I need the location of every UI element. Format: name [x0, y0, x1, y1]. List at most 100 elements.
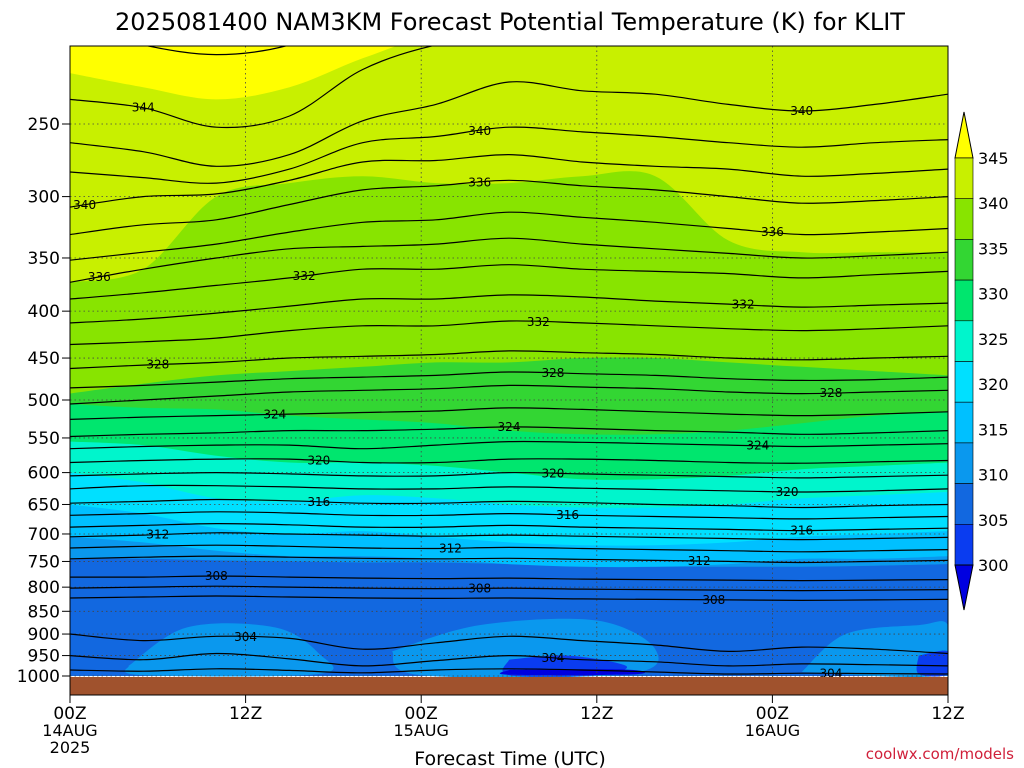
x-tick-date: 16AUG	[745, 721, 800, 740]
colorbar-label: 320	[978, 375, 1009, 394]
chart-title: 2025081400 NAM3KM Forecast Potential Tem…	[115, 8, 905, 36]
contour-label: 320	[307, 453, 330, 467]
y-tick-label: 950	[28, 647, 60, 667]
contour-label: 312	[146, 528, 169, 542]
contour-line	[70, 595, 948, 602]
contour-label: 324	[498, 420, 521, 434]
contour-label: 320	[776, 485, 799, 499]
contour-label: 328	[146, 358, 169, 372]
contour-line	[70, 320, 948, 346]
y-tick-label: 600	[28, 464, 60, 484]
contour-label: 304	[234, 630, 257, 644]
colorbar-label: 340	[978, 194, 1009, 213]
contour-label: 304	[541, 651, 564, 665]
contour-line	[70, 153, 948, 208]
contour-line	[70, 371, 948, 389]
contour-label: 308	[468, 581, 491, 595]
contour-label: 340	[790, 104, 813, 118]
colorbar-segment	[954, 361, 974, 403]
contour-label: 340	[468, 124, 491, 138]
fill-band	[70, 46, 397, 100]
contour-label: 324	[263, 407, 286, 421]
x-tick-year: 2025	[50, 738, 91, 757]
contour-label: 336	[761, 225, 784, 239]
y-tick-label: 550	[28, 429, 60, 449]
credit-link[interactable]: coolwx.com/models	[866, 745, 1014, 763]
colorbar-top-arrow	[954, 111, 974, 159]
colorbar-label: 330	[978, 285, 1009, 304]
y-tick-label: 350	[28, 249, 60, 269]
contour-line	[70, 384, 948, 405]
x-tick-label: 12Z	[931, 704, 964, 724]
x-tick-date: 15AUG	[393, 721, 448, 740]
y-tick-label: 650	[28, 495, 60, 515]
y-tick-label: 400	[28, 302, 60, 322]
x-tick-label: 00Z	[756, 704, 789, 724]
colorbar-bottom-arrow	[954, 564, 974, 611]
contour-line	[70, 458, 948, 464]
contour-line	[70, 585, 948, 592]
grid-lines	[70, 46, 948, 677]
contour-label: 316	[790, 524, 813, 538]
plot-frame	[69, 45, 949, 696]
contour-label: 332	[527, 315, 550, 329]
colorbar-segment	[954, 198, 974, 240]
contour-line	[70, 81, 948, 167]
contour-label: 308	[702, 593, 725, 607]
x-tick-label: 12Z	[229, 704, 262, 724]
y-tick-label: 1000	[17, 667, 60, 687]
contour-line	[70, 471, 948, 479]
contour-label: 312	[439, 541, 462, 555]
colorbar-segment	[954, 279, 974, 322]
contour-line	[70, 532, 948, 541]
color-fill-layer	[70, 46, 948, 677]
x-tick-label: 00Z	[53, 704, 86, 724]
contour-label: 316	[556, 508, 579, 522]
x-axis-label: Forecast Time (UTC)	[414, 748, 605, 768]
y-tick-label: 450	[28, 349, 60, 369]
contour-line	[70, 511, 948, 520]
contour-line	[70, 544, 948, 553]
x-tick-label: 12Z	[580, 704, 613, 724]
contour-line	[70, 484, 948, 493]
contour-label: 316	[307, 495, 330, 509]
contour-label: 336	[88, 270, 111, 284]
ground-surface	[70, 677, 948, 695]
colorbar-segment	[954, 239, 974, 281]
contour-line	[70, 264, 948, 300]
colorbar-label: 325	[978, 330, 1009, 349]
x-tick-date: 14AUG	[42, 721, 97, 740]
contour-label: 324	[746, 439, 769, 453]
contour-line	[70, 652, 948, 667]
contour-line	[70, 426, 948, 438]
colorbar-segment	[954, 442, 974, 484]
y-axis: 250 300 350 400 450 500 550 600 650 700 750 800 850 9…	[17, 115, 70, 687]
contour-line	[70, 407, 948, 420]
contour-label: 336	[468, 176, 491, 190]
contour-line	[70, 179, 948, 236]
surface-patch-layer	[124, 618, 948, 678]
y-tick-label: 250	[28, 115, 60, 135]
contour-line	[70, 350, 948, 370]
colorbar-label: 310	[978, 466, 1009, 485]
colorbar-segment	[954, 483, 974, 525]
contour-line	[70, 211, 948, 261]
contour-label: 320	[541, 466, 564, 480]
colorbar-segment	[954, 523, 974, 566]
surface-patch	[916, 650, 948, 677]
contour-line	[70, 498, 948, 509]
contour-line	[70, 126, 948, 184]
contour-line	[70, 237, 948, 283]
contour-line	[70, 522, 948, 532]
surface-patch	[124, 623, 334, 677]
y-tick-label: 800	[28, 578, 60, 598]
contour-line	[70, 555, 948, 564]
contour-label: 328	[819, 386, 842, 400]
colorbar: 345 340 335 330 325 320 315 310 305 300	[954, 111, 1009, 611]
colorbar-label: 305	[978, 511, 1009, 530]
contour-line	[70, 575, 948, 582]
colorbar-segment	[954, 157, 974, 200]
y-tick-label: 300	[28, 188, 60, 208]
